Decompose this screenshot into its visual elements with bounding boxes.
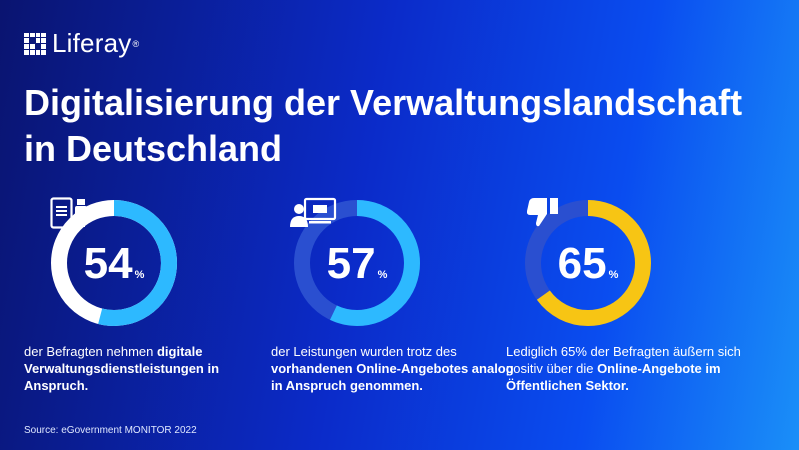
stat-unit-3: % xyxy=(608,269,619,281)
caption-2-regular: der Leistungen wurden trotz des xyxy=(271,344,457,359)
stat-value-3: 65% xyxy=(518,239,658,289)
title-line-2: in Deutschland xyxy=(24,128,283,169)
brand-registered-mark: ® xyxy=(132,38,140,49)
stat-number-1: 54 xyxy=(83,239,133,288)
stat-caption-3: Lediglich 65% der Befragten äußern sich … xyxy=(506,343,766,394)
donut-value-2 xyxy=(294,200,420,326)
brand-name: Liferay xyxy=(52,28,132,58)
caption-3-bold: Online-Angebote im Öffentlichen Sektor. xyxy=(506,361,721,393)
computer-user-icon xyxy=(290,197,337,227)
caption-1-regular: der Befragten nehmen xyxy=(24,344,157,359)
donut-value-1 xyxy=(51,200,177,326)
brand-logo: Liferay ® xyxy=(24,28,139,59)
liferay-logo-icon xyxy=(24,32,46,55)
donut-svg-3 xyxy=(525,200,651,326)
stat-unit-2: % xyxy=(377,269,388,281)
caption-1-bold: digitale Verwaltungsdienstleistungen in … xyxy=(24,344,220,393)
donut-chart-2: 57% xyxy=(287,193,427,333)
donut-svg-2 xyxy=(294,200,420,326)
donut-chart-3: 65% xyxy=(518,193,658,333)
stat-caption-2: der Leistungen wurden trotz des vorhande… xyxy=(271,343,521,394)
stat-unit-1: % xyxy=(134,269,145,281)
caption-2-bold: vorhandenen Online-Angebotes analog in A… xyxy=(271,361,514,393)
source-note: Source: eGovernment MONITOR 2022 xyxy=(24,425,197,436)
caption-3-regular: Lediglich 65% der Befragten äußern sich … xyxy=(506,344,741,376)
donut-svg-1 xyxy=(51,200,177,326)
stat-caption-1: der Befragten nehmen digitale Verwaltung… xyxy=(24,343,274,394)
page-title: Digitalisierung der Verwaltungslandschaf… xyxy=(24,80,764,172)
donut-chart-1: 54% xyxy=(44,193,184,333)
stat-number-2: 57 xyxy=(326,239,376,288)
stat-value-2: 57% xyxy=(287,239,427,289)
thumbs-down-icon xyxy=(526,198,558,227)
stat-value-1: 54% xyxy=(44,239,184,289)
stat-number-3: 65 xyxy=(557,239,607,288)
donut-value-3 xyxy=(525,200,651,326)
phone-watch-icon xyxy=(50,197,87,229)
title-line-1: Digitalisierung der Verwaltungslandschaf… xyxy=(24,82,743,123)
